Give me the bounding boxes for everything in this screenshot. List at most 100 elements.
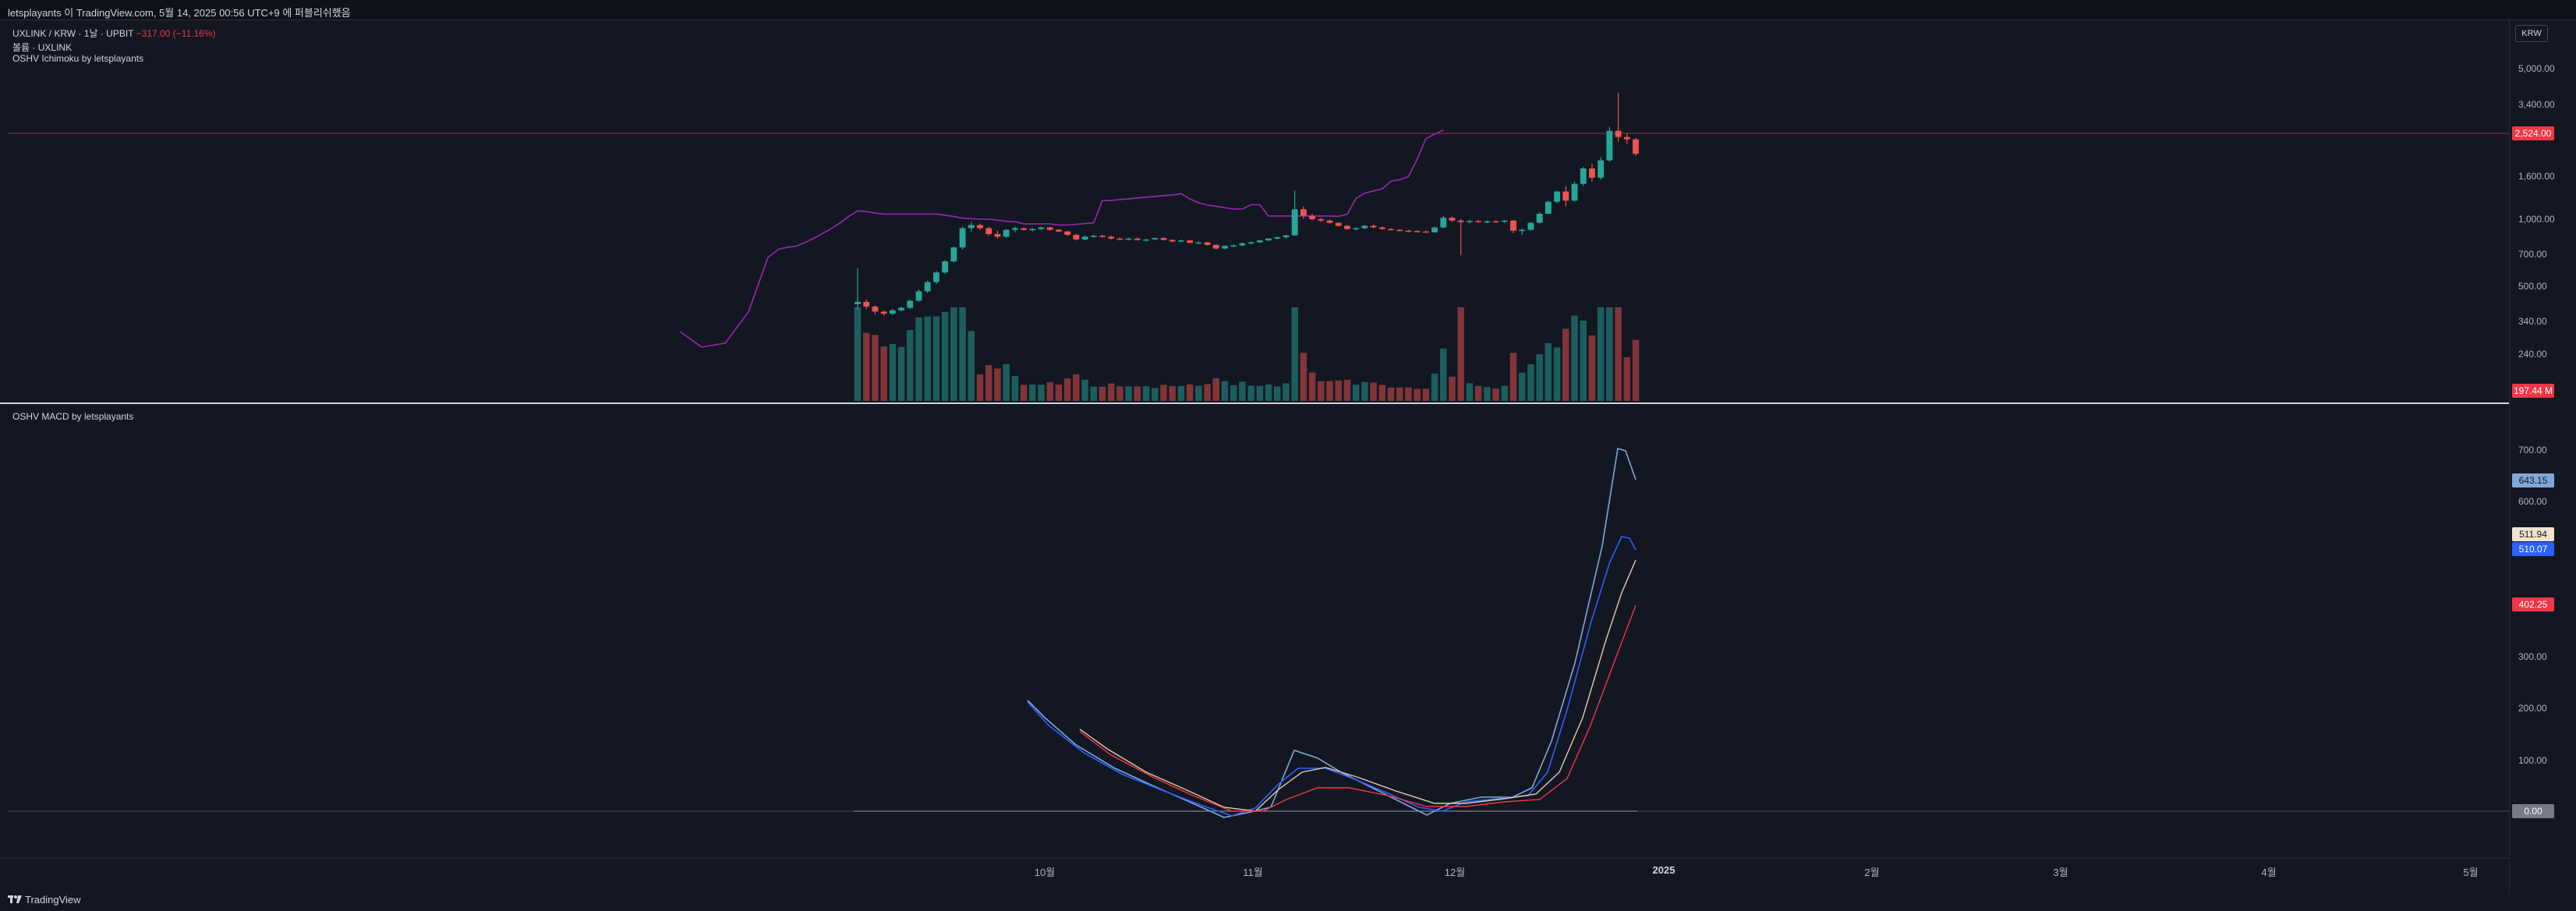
tradingview-brand[interactable]: TradingView — [25, 894, 81, 906]
publish-header-text: letsplayants 이 TradingView.com, 5월 14, 2… — [8, 7, 351, 19]
volume-bar — [1142, 386, 1150, 401]
volume-bar — [1160, 385, 1167, 401]
candle-body — [1064, 231, 1071, 236]
volume-bar — [1265, 384, 1272, 401]
volume-bar — [1501, 385, 1509, 401]
macd-legend[interactable]: OSHV MACD by letsplayants — [12, 411, 134, 422]
volume-bar — [1038, 385, 1045, 401]
volume-bar — [1177, 385, 1185, 401]
volume-bar — [1352, 385, 1360, 401]
candle-body — [994, 234, 1001, 237]
candle-body — [1108, 236, 1115, 239]
volume-bar — [1343, 379, 1351, 401]
volume-bar — [1361, 381, 1368, 401]
price-tick-240: 240.00 — [2518, 349, 2547, 360]
volume-bar — [1378, 385, 1386, 401]
volume-bar — [1449, 376, 1456, 401]
macd-tick-100: 100.00 — [2518, 755, 2547, 766]
candle-body — [1081, 236, 1088, 240]
price-tick-700: 700.00 — [2518, 249, 2547, 260]
macd-value-tag-4: 402.25 — [2512, 597, 2554, 611]
volume-legend[interactable]: 볼륨 · UXLINK — [12, 42, 73, 53]
candle-body — [1021, 228, 1027, 230]
candle-body — [1116, 238, 1123, 240]
price-tick-3400: 3,400.00 — [2518, 99, 2555, 110]
candle-body — [1388, 229, 1394, 231]
candle-body — [1143, 239, 1149, 241]
candle-body — [880, 311, 887, 314]
volume-bar — [880, 346, 887, 401]
candle-body — [1623, 136, 1630, 140]
currency-button[interactable]: KRW — [2515, 25, 2548, 42]
volume-bar — [1318, 381, 1325, 401]
volume-bar — [1099, 386, 1106, 401]
macd-line-light — [1027, 447, 1637, 818]
volume-bar — [1326, 381, 1333, 401]
volume-bar — [1230, 385, 1237, 401]
candle-body — [1326, 220, 1333, 223]
volume-bar — [1273, 386, 1281, 401]
volume-tag: 197.44 M — [2512, 384, 2554, 398]
volume-bar — [1396, 387, 1403, 401]
candle-body — [1492, 221, 1499, 223]
candle-body — [1134, 238, 1141, 240]
volume-bar — [1571, 315, 1578, 401]
volume-bar — [968, 331, 975, 401]
candle-body — [1431, 227, 1438, 232]
time-tick-mar: 3월 — [2053, 867, 2068, 878]
macd-tick-300: 300.00 — [2518, 651, 2547, 662]
candle-body — [855, 302, 861, 304]
volume-bar — [1440, 348, 1447, 401]
volume-bar — [872, 335, 879, 401]
candle-body — [1449, 218, 1456, 221]
candle-body — [1510, 220, 1516, 231]
volume-bar — [1527, 364, 1534, 401]
macd-value-tag-3: 510.07 — [2512, 542, 2554, 556]
volume-bar — [1623, 357, 1631, 401]
volume-bar — [959, 307, 966, 401]
volume-bar — [1509, 353, 1517, 401]
time-tick-dec: 12월 — [1444, 867, 1466, 878]
volume-bar — [1125, 386, 1132, 401]
candle-body — [1274, 237, 1281, 239]
candle-body — [1239, 243, 1246, 246]
symbol-legend[interactable]: UXLINK / KRW · 1날 · UPBIT −317.00 (−11.1… — [12, 27, 216, 40]
candle-body — [932, 272, 939, 282]
candle-body — [1562, 191, 1569, 201]
time-tick-apr: 4월 — [2261, 867, 2277, 878]
candle-body — [1598, 160, 1605, 178]
volume-bar — [932, 316, 940, 401]
ichimoku-legend[interactable]: OSHV Ichimoku by letsplayants — [12, 53, 144, 64]
volume-bar — [1335, 380, 1343, 401]
candle-body — [1370, 225, 1377, 228]
candle-body — [1003, 229, 1010, 237]
candle-body — [959, 228, 966, 248]
candle-body — [1300, 209, 1307, 216]
candle-body — [1247, 242, 1254, 244]
macd-tick-700: 700.00 — [2518, 445, 2547, 456]
candle-body — [1396, 229, 1403, 232]
candle-body — [898, 307, 904, 310]
volume-bar — [1457, 307, 1464, 401]
price-axis[interactable] — [2509, 20, 2576, 894]
volume-bar — [1615, 307, 1622, 401]
price-tick-340: 340.00 — [2518, 316, 2547, 327]
candle-body — [1099, 236, 1106, 237]
price-tick-1000: 1,000.00 — [2518, 214, 2555, 225]
candle-body — [1187, 240, 1194, 243]
candle-body — [872, 307, 879, 312]
publish-header: letsplayants 이 TradingView.com, 5월 14, 2… — [0, 0, 2576, 20]
volume-bar — [1492, 388, 1499, 401]
macd-signal-line — [1079, 559, 1637, 812]
volume-bar — [1169, 386, 1176, 401]
volume-bar — [1073, 374, 1080, 401]
candle-body — [985, 228, 993, 235]
volume-bar — [1151, 388, 1159, 401]
macd-tick-600: 600.00 — [2518, 496, 2547, 507]
volume-bar — [1134, 386, 1141, 401]
candle-body — [924, 282, 931, 292]
volume-bar — [1029, 385, 1036, 401]
volume-bar — [1405, 387, 1412, 401]
candle-body — [1414, 231, 1421, 232]
